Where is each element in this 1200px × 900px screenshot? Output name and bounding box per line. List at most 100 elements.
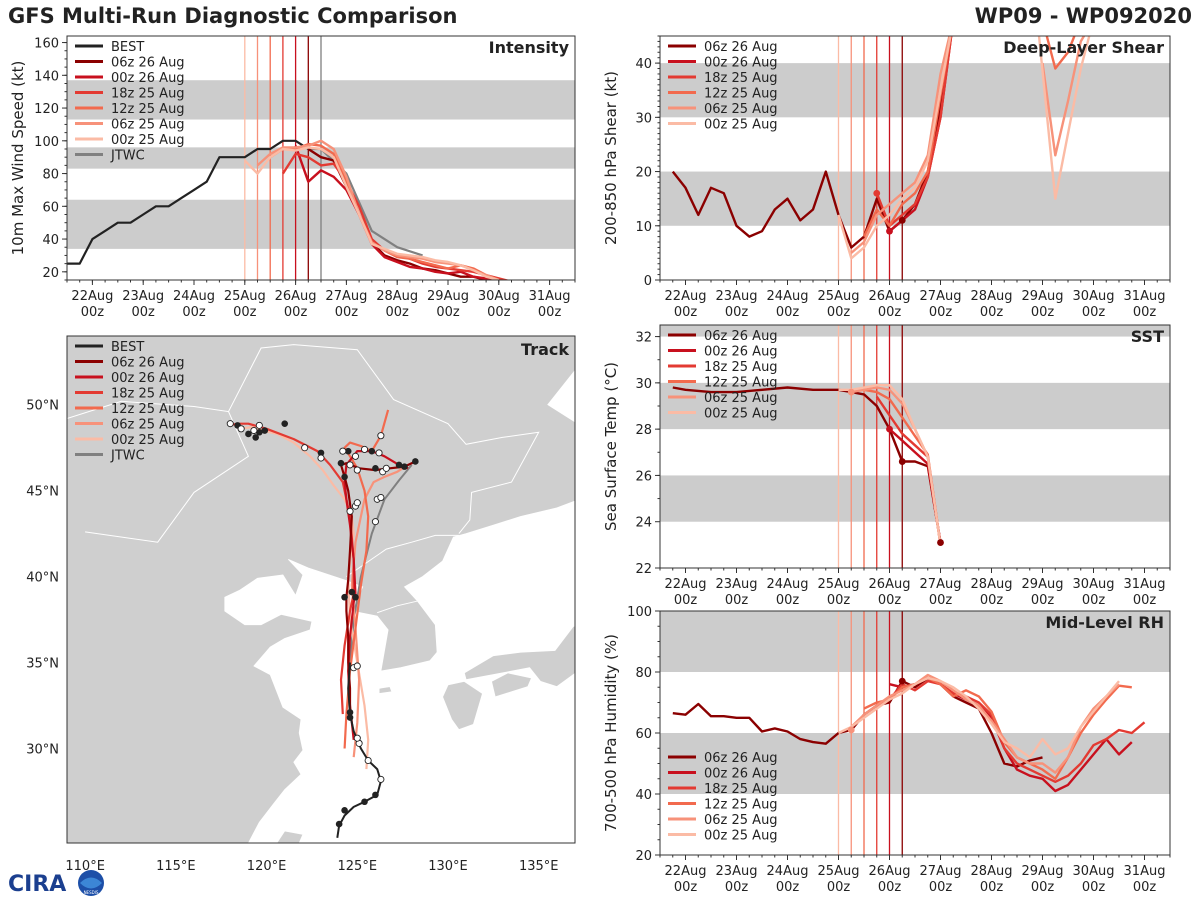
x-tick-hour: 00z bbox=[233, 305, 257, 320]
series-line-00z-25-aug bbox=[243, 146, 500, 280]
x-tick-date: 30Aug bbox=[478, 289, 520, 304]
y-tick-label: 30 bbox=[635, 111, 652, 126]
legend-label-00z-26-aug: 00z 26 Aug bbox=[111, 371, 185, 386]
track-point-00z bbox=[317, 449, 325, 457]
lat-tick-label: 30°N bbox=[26, 742, 59, 757]
series-line-00z-25-aug bbox=[837, 676, 1120, 759]
track-point-12z bbox=[353, 499, 361, 507]
shear-panel: 01020304022Aug00z23Aug00z24Aug00z25Aug00… bbox=[602, 35, 1171, 320]
logo-badge: NESDIS bbox=[84, 890, 99, 895]
x-tick-hour: 00z bbox=[980, 593, 1004, 608]
legend-label-12z-25-aug: 12z 25 Aug bbox=[704, 798, 778, 813]
lon-tick-label: 120°E bbox=[247, 859, 287, 874]
x-tick-date: 28Aug bbox=[376, 289, 418, 304]
track-point-12z bbox=[377, 494, 385, 502]
y-tick-label: 100 bbox=[34, 135, 59, 150]
x-tick-hour: 00z bbox=[1133, 880, 1157, 895]
marker-06z-25-aug bbox=[847, 388, 855, 396]
storm-id: WP09 - WP092020 bbox=[974, 4, 1192, 28]
x-tick-date: 24Aug bbox=[767, 864, 809, 879]
y-tick-label: 140 bbox=[34, 69, 59, 84]
x-tick-hour: 00z bbox=[725, 880, 749, 895]
y-tick-label: 0 bbox=[644, 274, 652, 289]
marker-06z-26-aug bbox=[898, 458, 906, 465]
x-tick-date: 22Aug bbox=[665, 577, 707, 592]
y-tick-label: 40 bbox=[42, 233, 59, 248]
x-tick-hour: 00z bbox=[980, 305, 1004, 320]
x-tick-date: 25Aug bbox=[224, 289, 266, 304]
legend-label-12z-25-aug: 12z 25 Aug bbox=[704, 87, 778, 102]
x-tick-hour: 00z bbox=[674, 880, 698, 895]
land-taiwan bbox=[276, 830, 304, 843]
track-point-00z bbox=[372, 791, 379, 799]
track-point-00z bbox=[368, 447, 376, 455]
legend-label-00z-26-aug: 00z 26 Aug bbox=[111, 71, 185, 86]
legend-label-12z-25-aug: 12z 25 Aug bbox=[111, 102, 185, 117]
shear-panel-title: Deep-Layer Shear bbox=[1003, 38, 1164, 57]
x-tick-date: 30Aug bbox=[1073, 864, 1115, 879]
country-border bbox=[67, 344, 540, 534]
series-line-best bbox=[67, 139, 309, 265]
y-tick-label: 100 bbox=[627, 605, 652, 620]
x-tick-date: 26Aug bbox=[869, 289, 911, 304]
x-tick-hour: 00z bbox=[878, 593, 902, 608]
y-tick-label: 26 bbox=[635, 469, 652, 484]
series-line-06z-25-aug bbox=[1041, 36, 1086, 157]
x-tick-date: 27Aug bbox=[920, 289, 962, 304]
y-tick-label: 60 bbox=[42, 200, 59, 215]
track-point-00z bbox=[412, 458, 419, 465]
country-border bbox=[377, 600, 420, 614]
figure-title: GFS Multi-Run Diagnostic Comparison bbox=[8, 4, 458, 28]
y-tick-label: 60 bbox=[635, 727, 652, 742]
shear-plot-area bbox=[660, 36, 1170, 280]
track-point-12z bbox=[377, 775, 385, 783]
legend-label-12z-25-aug: 12z 25 Aug bbox=[111, 402, 185, 417]
y-tick-label: 28 bbox=[635, 423, 652, 438]
intensity-y-axis-label: 10m Max Wind Speed (kt) bbox=[9, 61, 27, 256]
series-line-12z-25-aug bbox=[863, 676, 1132, 780]
track-point-12z bbox=[351, 452, 360, 460]
x-tick-hour: 00z bbox=[1031, 305, 1055, 320]
track-point-00z bbox=[341, 807, 348, 814]
x-tick-hour: 00z bbox=[538, 305, 562, 320]
x-tick-date: 22Aug bbox=[665, 289, 707, 304]
x-tick-date: 23Aug bbox=[716, 577, 758, 592]
intensity-plot-area bbox=[67, 36, 575, 280]
track-frame bbox=[66, 335, 576, 844]
legend-label-18z-25-aug: 18z 25 Aug bbox=[111, 87, 185, 102]
track-point-12z bbox=[339, 447, 347, 455]
x-tick-hour: 00z bbox=[776, 593, 800, 608]
lon-tick-label: 115°E bbox=[156, 859, 196, 874]
track-point-12z bbox=[364, 756, 372, 765]
legend-label-00z-25-aug: 00z 25 Aug bbox=[704, 118, 778, 133]
track-line-18z-25-aug bbox=[228, 422, 355, 715]
track-point-00z bbox=[337, 459, 345, 467]
lon-tick-label: 125°E bbox=[338, 859, 378, 874]
y-tick-label: 80 bbox=[635, 666, 652, 681]
x-tick-date: 25Aug bbox=[818, 289, 860, 304]
legend-label-12z-25-aug: 12z 25 Aug bbox=[704, 376, 778, 391]
track-point-00z bbox=[281, 420, 289, 427]
track-point-00z bbox=[346, 714, 354, 721]
marker-06z-25-aug bbox=[847, 726, 855, 734]
x-tick-date: 24Aug bbox=[767, 289, 809, 304]
track-point-00z bbox=[346, 709, 354, 716]
x-tick-hour: 00z bbox=[878, 880, 902, 895]
y-tick-label: 80 bbox=[42, 168, 59, 183]
series-line-06z-25-aug bbox=[850, 36, 951, 254]
legend-label-06z-26-aug: 06z 26 Aug bbox=[704, 40, 778, 55]
x-tick-hour: 00z bbox=[725, 593, 749, 608]
x-tick-hour: 00z bbox=[487, 305, 511, 320]
track-point-00z bbox=[348, 588, 356, 596]
track-point-00z bbox=[256, 428, 263, 436]
land-kyushu bbox=[442, 680, 483, 731]
track-point-00z bbox=[401, 463, 408, 470]
track-point-12z bbox=[226, 420, 234, 428]
y-tick-label: 24 bbox=[635, 516, 652, 531]
legend-label-00z-25-aug: 00z 25 Aug bbox=[704, 829, 778, 844]
x-tick-hour: 00z bbox=[1082, 880, 1106, 895]
track-point-12z bbox=[346, 461, 354, 469]
x-tick-date: 29Aug bbox=[1022, 289, 1064, 304]
x-tick-date: 28Aug bbox=[971, 577, 1013, 592]
lat-tick-label: 45°N bbox=[26, 485, 59, 500]
